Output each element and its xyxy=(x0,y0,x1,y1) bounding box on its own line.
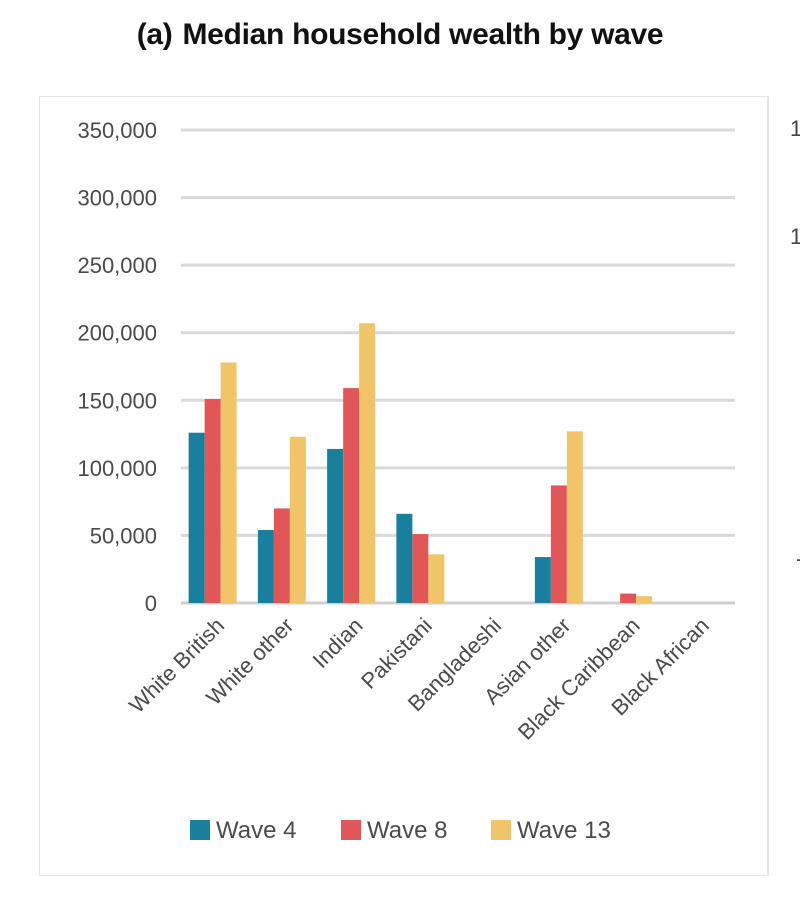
panel-label: (a) xyxy=(136,18,173,51)
bar xyxy=(412,534,429,603)
adjacent-tick-label: 1 xyxy=(790,116,800,141)
bar xyxy=(188,432,205,603)
chart-title-text: Median household wealth by wave xyxy=(182,18,664,51)
bar xyxy=(534,557,551,603)
adjacent-tick-label: 1 xyxy=(790,224,800,249)
y-tick-label: 250,000 xyxy=(77,253,157,278)
bar xyxy=(566,431,583,603)
bar xyxy=(396,513,413,603)
adjacent-tick-label: - xyxy=(796,546,800,572)
bar xyxy=(327,448,344,603)
bar xyxy=(359,323,376,603)
bar xyxy=(343,388,360,603)
legend-label: Wave 8 xyxy=(367,817,447,844)
bar xyxy=(636,596,653,603)
bars xyxy=(188,323,653,603)
legend: Wave 4 Wave 8 Wave 13 xyxy=(190,817,611,844)
chart-area xyxy=(39,96,768,876)
chart-title: (a) Median household wealth by wave xyxy=(0,18,800,52)
bar xyxy=(289,436,306,603)
legend-swatch xyxy=(341,820,361,840)
bar xyxy=(620,593,637,603)
y-tick-label: 300,000 xyxy=(77,186,157,211)
legend-label: Wave 4 xyxy=(216,817,296,844)
legend-label: Wave 13 xyxy=(517,817,611,844)
bar xyxy=(273,508,290,603)
legend-swatch xyxy=(491,820,511,840)
legend-swatch xyxy=(190,820,210,840)
adjacent-chart-edge: 1 1 - xyxy=(768,96,800,876)
bar xyxy=(204,398,221,603)
y-tick-label: 350,000 xyxy=(77,118,157,143)
x-tick-label: Indian xyxy=(308,613,368,673)
y-axis-tick-labels: 0 50,000 100,000 150,000 200,000 250,000 300,0… xyxy=(77,118,157,616)
y-tick-label: 200,000 xyxy=(77,321,157,346)
bar xyxy=(220,362,237,603)
bar xyxy=(428,554,445,603)
y-tick-label: 50,000 xyxy=(90,523,157,548)
y-tick-label: 0 xyxy=(145,591,157,616)
bar xyxy=(550,485,567,603)
bar xyxy=(257,530,274,603)
y-tick-label: 100,000 xyxy=(77,456,157,481)
x-tick-label: Black Caribbean xyxy=(513,613,645,745)
y-tick-label: 150,000 xyxy=(77,388,157,413)
